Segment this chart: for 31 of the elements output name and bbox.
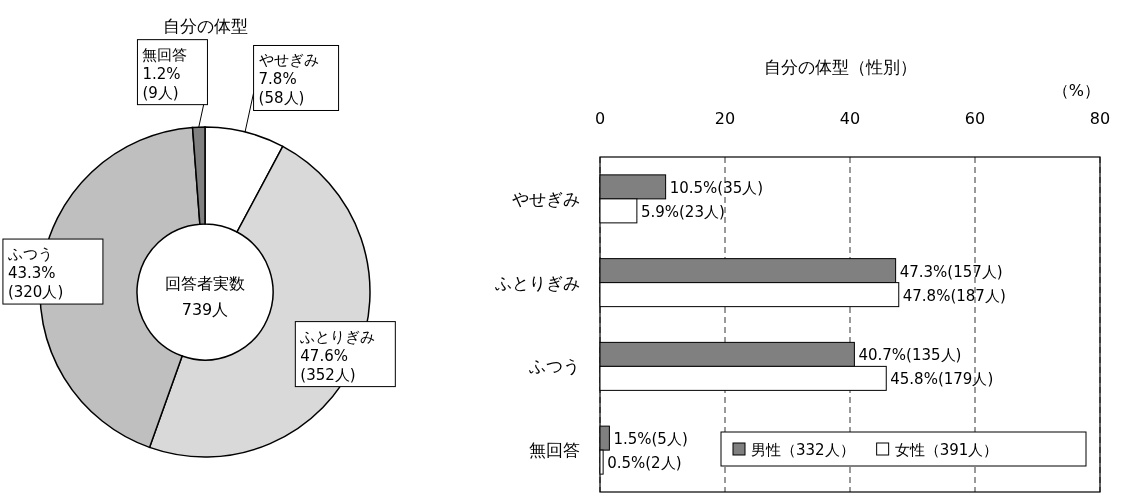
chart-title: 自分の体型 — [162, 16, 248, 36]
data-label: 47.8%(187人) — [902, 286, 1006, 305]
x-tick-label: 20 — [714, 109, 736, 128]
legend-label: 男性（332人） — [751, 441, 855, 459]
text: 回答者実数 739人 — [165, 274, 245, 319]
chart-title: 自分の体型（性別） — [763, 57, 917, 77]
x-tick-label: 0 — [594, 109, 606, 128]
data-label: 45.8%(179人) — [890, 370, 994, 389]
slice-label: ふとりぎみ — [299, 327, 376, 346]
x-tick-label: 80 — [1089, 109, 1111, 128]
data-label: 1.2% (9人) — [142, 64, 181, 102]
data-label: 47.3%(157人) — [899, 262, 1003, 281]
y-tick-label: ふとりぎみ — [494, 272, 580, 293]
data-label: 5.9%(23人) — [640, 202, 725, 221]
slice-label: 無回答 — [142, 45, 188, 64]
data-label: 43.3% (320人) — [7, 264, 64, 302]
y-tick-label: やせぎみ — [512, 188, 580, 209]
y-tick-label: ふつう — [528, 356, 580, 377]
x-tick-label: 60 — [964, 109, 986, 128]
data-label: 7.8% (58人) — [258, 70, 305, 108]
data-label: 0.5%(2人) — [607, 454, 682, 473]
slice-label: ふつう — [6, 245, 53, 264]
data-label: 10.5%(35人) — [669, 178, 764, 197]
data-label: 1.5%(5人) — [613, 430, 688, 449]
data-label: 47.6% (352人) — [300, 346, 356, 384]
x-axis-title: （%） — [1052, 81, 1100, 100]
legend-label: 女性（391人） — [894, 441, 999, 459]
data-label: 40.7%(135人) — [858, 346, 962, 365]
slice-label: やせぎみ — [258, 51, 319, 70]
x-tick-label: 40 — [839, 109, 861, 128]
y-tick-label: 無回答 — [529, 440, 580, 461]
